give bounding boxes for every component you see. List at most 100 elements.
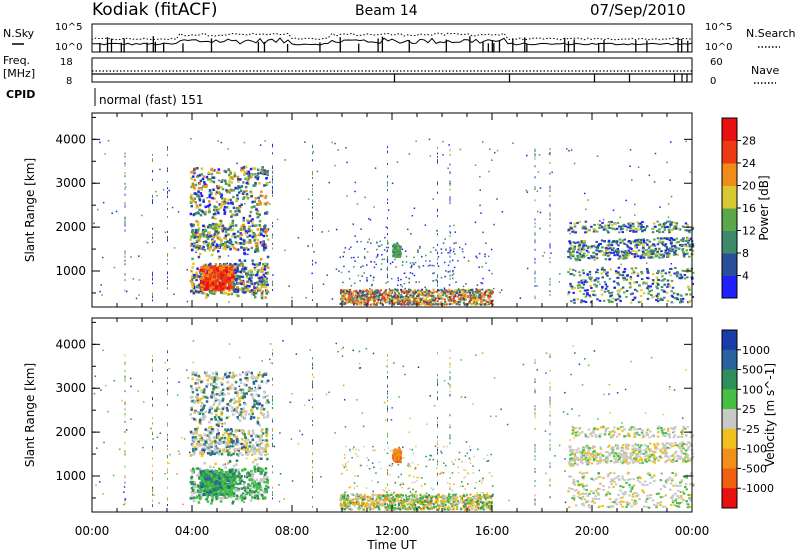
echo-point — [198, 208, 201, 212]
echo-point — [220, 269, 224, 273]
echo-point — [259, 203, 262, 206]
echo-point — [231, 221, 234, 224]
echo-point — [432, 288, 435, 291]
echo-point — [566, 148, 568, 150]
echo-point — [252, 167, 256, 170]
echo-point — [587, 245, 590, 248]
echo-point — [621, 252, 624, 255]
echo-point — [437, 447, 438, 450]
echo-point — [633, 271, 636, 274]
echo-point — [589, 279, 593, 282]
echo-point — [458, 288, 460, 290]
echo-point — [239, 270, 242, 274]
y-tick-label: 1000 — [55, 264, 86, 278]
echo-point — [373, 302, 375, 305]
echo-point — [248, 239, 252, 242]
echo-point — [452, 270, 454, 273]
echo-point — [585, 281, 589, 284]
echo-point — [598, 226, 601, 229]
echo-point — [371, 462, 374, 464]
echo-point — [397, 284, 399, 287]
echo-point — [304, 141, 306, 143]
echo-point — [206, 294, 210, 297]
echo-point — [152, 479, 153, 481]
echo-point — [325, 393, 328, 396]
echo-point — [425, 303, 428, 305]
echo-point — [227, 245, 231, 249]
echo-point — [549, 399, 551, 402]
echo-point — [488, 288, 490, 291]
echo-point — [656, 283, 660, 286]
echo-point — [588, 270, 592, 273]
echo-point — [641, 230, 644, 233]
echo-point — [250, 289, 254, 292]
echo-point — [210, 405, 214, 409]
echo-point — [243, 171, 246, 174]
echo-point — [152, 354, 153, 357]
echo-point — [625, 295, 628, 298]
echo-point — [674, 227, 678, 230]
echo-point — [352, 303, 355, 306]
echo-point — [168, 462, 170, 465]
echo-point — [453, 224, 455, 227]
echo-point — [200, 287, 204, 291]
echo-point — [609, 412, 611, 414]
echo-point — [240, 487, 244, 490]
echo-point — [624, 388, 627, 391]
echo-point — [631, 299, 635, 301]
echo-point — [578, 246, 581, 249]
echo-point — [604, 251, 608, 254]
echo-point — [512, 142, 514, 144]
echo-point — [225, 201, 228, 204]
echo-point — [210, 382, 214, 385]
echo-point — [679, 298, 683, 300]
echo-point — [272, 428, 273, 431]
echo-point — [629, 222, 632, 225]
echo-point — [194, 212, 198, 215]
echo-point — [279, 432, 281, 434]
echo-point — [382, 293, 385, 296]
echo-point — [272, 348, 273, 351]
echo-point — [620, 263, 622, 266]
freq-unit: [MHz] — [3, 67, 35, 80]
echo-point — [264, 171, 267, 174]
echo-point — [453, 242, 455, 245]
echo-point — [262, 234, 265, 238]
echo-point — [549, 224, 551, 227]
echo-point — [456, 289, 459, 292]
echo-point — [236, 290, 240, 293]
echo-point — [196, 275, 199, 278]
echo-point — [449, 235, 451, 238]
echo-point — [167, 359, 168, 362]
echo-point — [534, 427, 536, 430]
echo-point — [167, 497, 168, 500]
echo-point — [360, 266, 362, 268]
echo-point — [227, 462, 230, 465]
echo-point — [208, 203, 212, 206]
echo-point — [685, 249, 688, 252]
echo-point — [405, 261, 408, 263]
echo-point — [584, 301, 588, 303]
echo-point — [446, 290, 448, 293]
echo-point — [212, 180, 216, 184]
echo-point — [214, 192, 218, 196]
echo-point — [278, 484, 280, 486]
echo-point — [623, 291, 626, 294]
echo-point — [234, 224, 238, 227]
echo-point — [264, 477, 267, 481]
echo-point — [247, 270, 250, 273]
echo-point — [480, 303, 482, 306]
echo-point — [417, 251, 419, 253]
echo-point — [312, 376, 315, 378]
echo-point — [253, 296, 257, 299]
echo-point — [251, 482, 254, 485]
echo-point — [210, 226, 213, 229]
echo-point — [255, 441, 258, 444]
echo-point — [689, 293, 692, 296]
echo-point — [440, 291, 443, 294]
echo-point — [419, 245, 421, 248]
echo-point — [387, 189, 388, 192]
echo-point — [686, 245, 690, 248]
echo-point — [661, 231, 665, 233]
echo-point — [447, 290, 450, 293]
